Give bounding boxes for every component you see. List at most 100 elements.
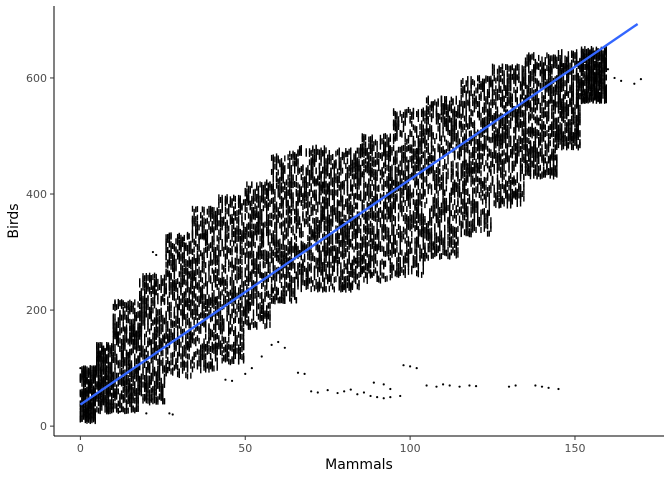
scatter-point [204, 294, 207, 301]
scatter-point [331, 215, 334, 222]
scatter-point [99, 367, 101, 374]
scatter-point [175, 285, 177, 292]
scatter-point [277, 209, 279, 216]
scatter-point [246, 283, 248, 290]
scatter-point [92, 377, 95, 384]
scatter-point [303, 198, 306, 205]
scatter-point [162, 334, 164, 341]
scatter-point [302, 194, 304, 201]
scatter-point [264, 311, 266, 318]
scatter-point [183, 302, 185, 309]
scatter-point [139, 358, 141, 365]
scatter-point [231, 300, 233, 307]
scatter-point [355, 183, 357, 190]
scatter-point [237, 358, 240, 365]
scatter-point [236, 277, 238, 284]
scatter-point [176, 237, 179, 244]
scatter-point [313, 194, 316, 201]
scatter-point [274, 241, 276, 248]
scatter-point [254, 320, 256, 327]
scatter-point [214, 252, 217, 259]
scatter-point [209, 297, 212, 304]
scatter-point [140, 340, 143, 347]
scatter-point [328, 158, 331, 165]
scatter-point [125, 378, 128, 385]
scatter-point [186, 298, 189, 305]
scatter-point [333, 200, 335, 207]
scatter-point [155, 277, 157, 284]
scatter-point [134, 382, 136, 389]
scatter-point [148, 375, 151, 382]
scatter-point [137, 355, 139, 362]
scatter-point [201, 226, 204, 233]
scatter-point [355, 238, 357, 245]
scatter-point [252, 267, 255, 274]
scatter-point [145, 397, 148, 404]
scatter-point [285, 196, 288, 203]
scatter-point [155, 396, 157, 403]
scatter-point [219, 250, 222, 257]
scatter-point [147, 341, 149, 348]
scatter-point [233, 317, 235, 324]
scatter-point [228, 232, 230, 239]
scatter-point [259, 242, 261, 249]
scatter-point [157, 396, 159, 403]
scatter-point [203, 360, 205, 367]
scatter-point [89, 402, 91, 409]
scatter-point [326, 203, 329, 210]
scatter-point [298, 261, 301, 268]
scatter-point [353, 255, 355, 262]
scatter-point [287, 239, 289, 246]
scatter-point [343, 280, 345, 287]
scatter-point [292, 204, 294, 211]
scatter-point [303, 265, 306, 272]
scatter-point [246, 311, 248, 318]
scatter-point [213, 230, 215, 237]
scatter-point [228, 306, 230, 313]
scatter-point [211, 259, 213, 266]
scatter-point [114, 343, 116, 350]
scatter-point [262, 312, 265, 319]
scatter-point [351, 166, 354, 173]
scatter-point [145, 282, 148, 289]
scatter-point [188, 289, 190, 296]
scatter-point [114, 373, 116, 380]
scatter-point [160, 299, 162, 306]
scatter-point [252, 287, 255, 294]
scatter-point [323, 246, 326, 253]
scatter-point [165, 247, 167, 254]
scatter-point [203, 261, 205, 268]
scatter-point [289, 167, 291, 174]
scatter-point [297, 274, 299, 281]
scatter-point [275, 201, 278, 208]
scatter-point [294, 281, 296, 288]
scatter-point [150, 278, 152, 285]
scatter-point [307, 253, 309, 260]
scatter-point [125, 302, 128, 309]
scatter-point [163, 297, 166, 304]
scatter-point [185, 259, 187, 266]
scatter-point [195, 309, 197, 316]
scatter-point [267, 226, 270, 233]
scatter-point [252, 297, 255, 304]
scatter-point [132, 347, 134, 354]
scatter-point [124, 394, 126, 401]
scatter-point [274, 275, 276, 282]
scatter-point [331, 177, 334, 184]
scatter-point [119, 400, 121, 407]
scatter-point [158, 360, 161, 367]
scatter-point [219, 343, 222, 350]
scatter-point [137, 334, 139, 341]
scatter-point [170, 272, 172, 279]
scatter-point [236, 247, 238, 254]
scatter-point [91, 399, 93, 406]
scatter-point [134, 309, 136, 316]
scatter-point [120, 355, 123, 362]
scatter-point [173, 306, 176, 313]
scatter-point [188, 353, 190, 360]
scatter-point [312, 255, 314, 262]
scatter-point [107, 371, 110, 378]
scatter-point [129, 383, 131, 390]
scatter-point [233, 218, 235, 225]
scatter-point [153, 343, 156, 350]
